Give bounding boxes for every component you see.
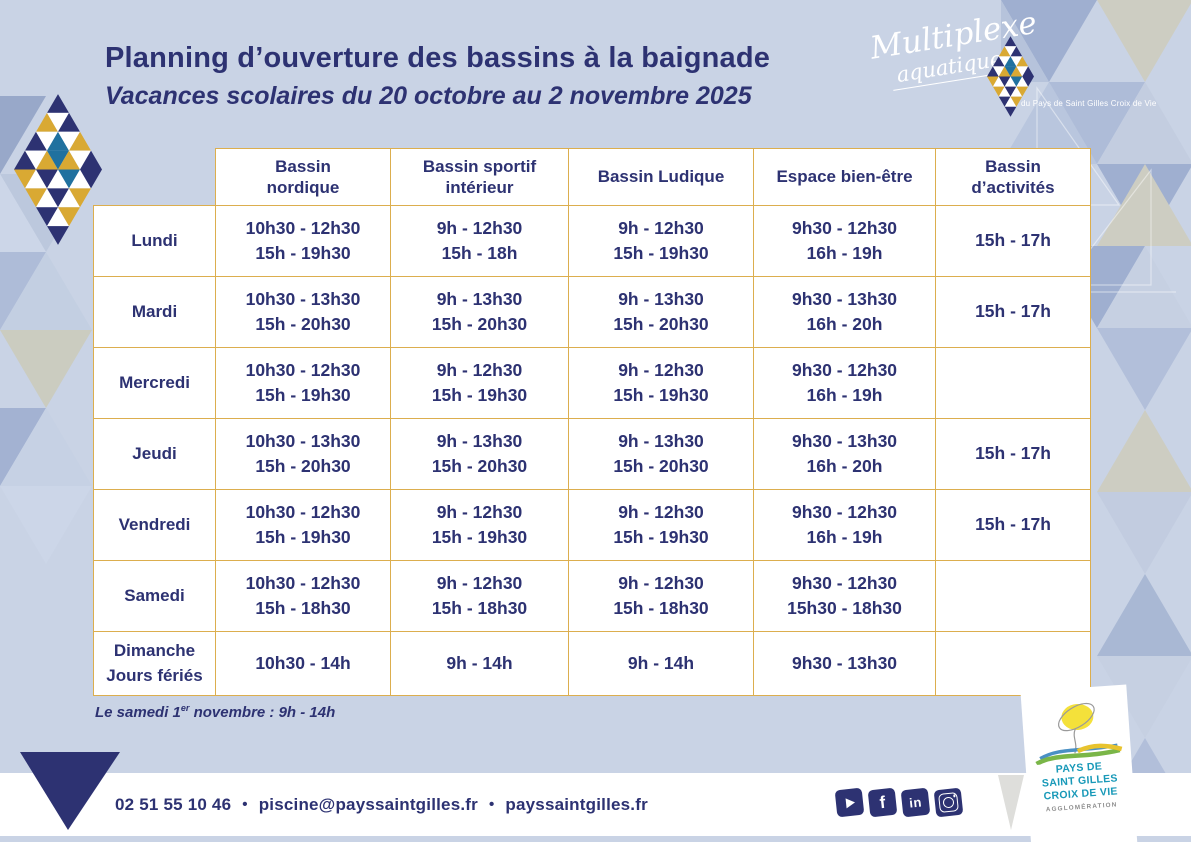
table-row: Samedi 10h30 - 12h30 15h - 18h30 9h - 12… [93, 560, 1091, 632]
table-row: Mercredi 10h30 - 12h30 15h - 19h30 9h - … [93, 347, 1091, 419]
slot-cell: 9h - 12h30 15h - 19h30 [390, 347, 569, 419]
contact-line: 02 51 55 10 46 • piscine@payssaintgilles… [115, 773, 648, 836]
slot-cell: 10h30 - 12h30 15h - 18h30 [215, 560, 391, 632]
empty-corner-cell [94, 149, 216, 206]
table-row: Vendredi 10h30 - 12h30 15h - 19h30 9h - … [93, 489, 1091, 561]
instagram-icon[interactable] [933, 787, 964, 818]
email-address: piscine@payssaintgilles.fr [258, 794, 478, 814]
footnote-prefix: Le samedi 1 [95, 704, 181, 721]
sun-landscape-icon [1035, 702, 1123, 766]
column-header-bassin-ludique: Bassin Ludique [568, 148, 754, 206]
column-header-bassin-nordique: Bassin nordique [215, 148, 391, 206]
column-header-bassin-activites: Bassin d’activités [935, 148, 1091, 206]
camera-frame-glyph [938, 792, 959, 813]
facebook-icon[interactable]: f [867, 787, 898, 818]
phone-number: 02 51 55 10 46 [115, 794, 232, 814]
slot-cell: 9h30 - 13h30 [753, 631, 936, 696]
diamond-mosaic-logo [14, 94, 102, 245]
slot-cell: 9h - 12h30 15h - 18h30 [390, 560, 569, 632]
slot-cell: 10h30 - 13h30 15h - 20h30 [215, 276, 391, 348]
column-header-espace-bien-etre: Espace bien-être [753, 148, 936, 206]
table-row: Mardi 10h30 - 13h30 15h - 20h30 9h - 13h… [93, 276, 1091, 348]
slot-cell: 9h30 - 13h30 16h - 20h [753, 418, 936, 490]
slot-cell: 9h30 - 12h30 16h - 19h [753, 347, 936, 419]
day-label-mardi: Mardi [93, 276, 216, 348]
table-row: Lundi 10h30 - 12h30 15h - 19h30 9h - 12h… [93, 205, 1091, 277]
day-label-vendredi: Vendredi [93, 489, 216, 561]
day-label-samedi: Samedi [93, 560, 216, 632]
slot-cell: 9h30 - 12h30 15h30 - 18h30 [753, 560, 936, 632]
day-label-jeudi: Jeudi [93, 418, 216, 490]
slot-cell: 10h30 - 12h30 15h - 19h30 [215, 347, 391, 419]
camera-lens-glyph [942, 796, 955, 809]
slot-cell: 9h - 13h30 15h - 20h30 [568, 418, 754, 490]
camera-flash-glyph [952, 794, 956, 798]
slot-cell [935, 347, 1091, 419]
slot-cell [935, 560, 1091, 632]
social-icons: f in [834, 787, 964, 818]
brand-wordmark: Multiplexe aquatique [868, 5, 1039, 94]
slot-cell: 9h - 12h30 15h - 19h30 [568, 347, 754, 419]
slot-cell: 9h - 12h30 15h - 18h30 [568, 560, 754, 632]
footnote-suffix: novembre : 9h - 14h [189, 704, 336, 721]
slot-cell: 10h30 - 12h30 15h - 19h30 [215, 489, 391, 561]
schedule-table: Bassin nordique Bassin sportif intérieur… [93, 148, 1091, 696]
footnote-superscript: er [180, 703, 190, 713]
slot-cell: 9h - 12h30 15h - 18h [390, 205, 569, 277]
bullet-separator: • [242, 796, 248, 813]
slot-cell: 10h30 - 14h [215, 631, 391, 696]
slot-cell: 15h - 17h [935, 205, 1091, 277]
linkedin-icon[interactable]: in [900, 787, 931, 818]
slot-cell: 9h30 - 13h30 16h - 20h [753, 276, 936, 348]
triangle-mosaic-left [0, 96, 92, 564]
column-header-bassin-sportif: Bassin sportif intérieur [390, 148, 569, 206]
play-glyph [845, 796, 856, 808]
page-title: Planning d’ouverture des bassins à la ba… [105, 42, 771, 74]
table-row: Dimanche Jours fériés 10h30 - 14h 9h - 1… [93, 631, 1091, 696]
slot-cell: 9h - 12h30 15h - 19h30 [390, 489, 569, 561]
slot-cell: 9h - 13h30 15h - 20h30 [568, 276, 754, 348]
footer-bar [0, 773, 1191, 836]
slot-cell [935, 631, 1091, 696]
website-url: payssaintgilles.fr [505, 794, 648, 814]
slot-cell: 9h30 - 12h30 16h - 19h [753, 205, 936, 277]
slot-cell: 9h - 13h30 15h - 20h30 [390, 418, 569, 490]
bullet-separator: • [488, 796, 495, 813]
table-row: Jeudi 10h30 - 13h30 15h - 20h30 9h - 13h… [93, 418, 1091, 490]
day-label-lundi: Lundi [93, 205, 216, 277]
slot-cell: 9h - 12h30 15h - 19h30 [568, 489, 754, 561]
slot-cell: 9h - 14h [568, 631, 754, 696]
slot-cell: 9h - 13h30 15h - 20h30 [390, 276, 569, 348]
footnote: Le samedi 1er novembre : 9h - 14h [95, 703, 335, 721]
day-label-dimanche: Dimanche Jours fériés [93, 631, 216, 696]
slot-cell: 10h30 - 13h30 15h - 20h30 [215, 418, 391, 490]
slot-cell: 9h30 - 12h30 16h - 19h [753, 489, 936, 561]
slot-cell: 9h - 14h [390, 631, 569, 696]
table-header-row: Bassin nordique Bassin sportif intérieur… [94, 148, 1091, 206]
slot-cell: 15h - 17h [935, 418, 1091, 490]
brand-tagline: du Pays de Saint Gilles Croix de Vie [1021, 99, 1157, 108]
page-subtitle: Vacances scolaires du 20 octobre au 2 no… [105, 82, 752, 110]
slot-cell: 10h30 - 12h30 15h - 19h30 [215, 205, 391, 277]
slot-cell: 15h - 17h [935, 276, 1091, 348]
slot-cell: 9h - 12h30 15h - 19h30 [568, 205, 754, 277]
youtube-icon[interactable] [834, 787, 865, 818]
agglomeration-logo-card: PAYS DE SAINT GILLES CROIX DE VIE AGGLOM… [1020, 684, 1138, 842]
slot-cell: 15h - 17h [935, 489, 1091, 561]
day-label-mercredi: Mercredi [93, 347, 216, 419]
